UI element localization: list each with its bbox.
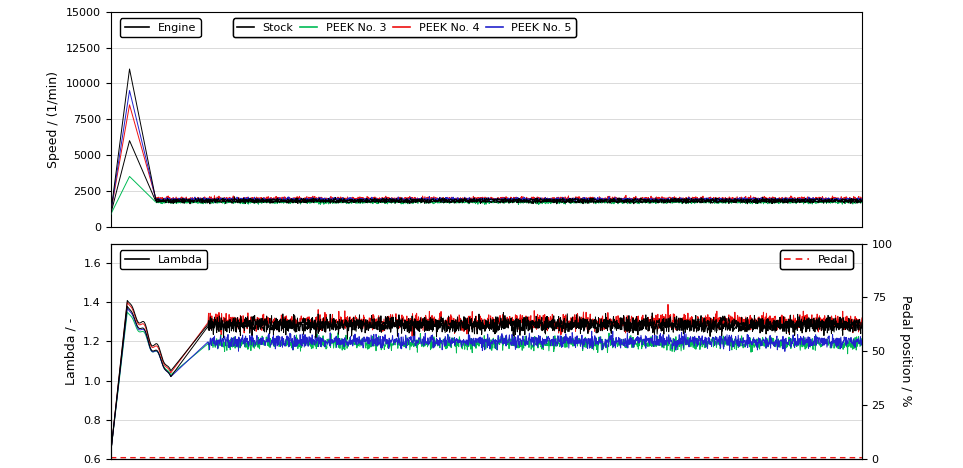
Legend: Stock, PEEK No. 3, PEEK No. 4, PEEK No. 5: Stock, PEEK No. 3, PEEK No. 4, PEEK No. …: [233, 18, 576, 37]
Legend: Pedal: Pedal: [780, 250, 852, 269]
Y-axis label: Lambda / -: Lambda / -: [65, 318, 78, 385]
Y-axis label: Pedal position / %: Pedal position / %: [899, 295, 912, 407]
Y-axis label: Speed / (1/min): Speed / (1/min): [47, 71, 61, 168]
